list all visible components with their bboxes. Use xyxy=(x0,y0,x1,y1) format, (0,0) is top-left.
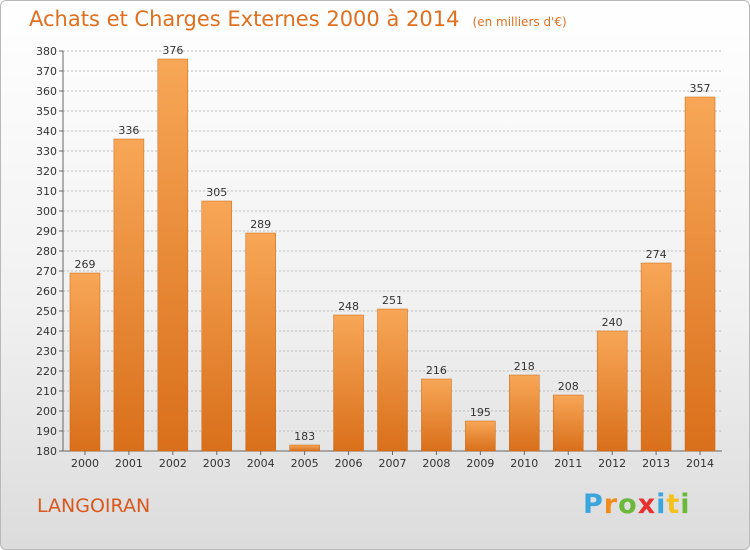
y-tick-label: 340 xyxy=(36,125,57,138)
bars xyxy=(69,58,716,452)
y-tick-label: 180 xyxy=(36,445,57,458)
bar xyxy=(377,308,408,452)
data-label: 336 xyxy=(118,124,139,137)
x-tick-label: 2007 xyxy=(379,457,407,470)
x-tick-label: 2012 xyxy=(598,457,626,470)
data-label: 274 xyxy=(646,248,667,261)
y-tick-label: 220 xyxy=(36,365,57,378)
chart-title-block: Achats et Charges Externes 2000 à 2014 (… xyxy=(29,7,567,31)
y-tick-label: 270 xyxy=(36,265,57,278)
y-tick-label: 360 xyxy=(36,85,57,98)
commune-name: LANGOIRAN xyxy=(37,495,151,517)
data-label: 305 xyxy=(206,186,227,199)
y-tick-label: 370 xyxy=(36,65,57,78)
x-tick-label: 2010 xyxy=(510,457,538,470)
y-tick-label: 240 xyxy=(36,325,57,338)
bar xyxy=(421,378,452,452)
chart-title: Achats et Charges Externes 2000 à 2014 xyxy=(29,7,460,31)
y-tick-label: 260 xyxy=(36,285,57,298)
proxiti-logo: Proxiti xyxy=(583,489,691,520)
y-tick-label: 230 xyxy=(36,345,57,358)
x-tick-label: 2004 xyxy=(247,457,275,470)
x-tick-label: 2000 xyxy=(71,457,99,470)
y-tick-label: 380 xyxy=(36,45,57,58)
x-tick-label: 2011 xyxy=(554,457,582,470)
y-tick-label: 330 xyxy=(36,145,57,158)
logo-letter: o xyxy=(618,489,638,520)
y-tick-label: 290 xyxy=(36,225,57,238)
x-tick-label: 2001 xyxy=(115,457,143,470)
bar xyxy=(552,394,584,452)
data-label: 208 xyxy=(558,380,579,393)
bar xyxy=(113,138,145,452)
logo-letter: i xyxy=(680,489,691,520)
x-tick-label: 2006 xyxy=(335,457,363,470)
data-label: 195 xyxy=(470,406,491,419)
bar xyxy=(596,330,628,452)
x-tick-label: 2005 xyxy=(291,457,319,470)
data-label: 248 xyxy=(338,300,359,313)
logo-letter: i xyxy=(656,489,667,520)
data-label: 357 xyxy=(690,82,711,95)
bar xyxy=(289,444,320,452)
logo-letter: t xyxy=(666,489,681,520)
y-tick-label: 320 xyxy=(36,165,57,178)
bar xyxy=(684,96,716,452)
y-tick-label: 310 xyxy=(36,185,57,198)
bar xyxy=(245,232,276,452)
chart-unit: (en milliers d'€) xyxy=(472,15,567,29)
x-tick-label: 2009 xyxy=(466,457,494,470)
y-tick-label: 350 xyxy=(36,105,57,118)
y-tick-label: 200 xyxy=(36,405,57,418)
logo-letter: r xyxy=(603,489,619,520)
data-label: 289 xyxy=(250,218,271,231)
bar xyxy=(509,374,540,452)
bar xyxy=(69,272,101,452)
bar xyxy=(157,58,189,452)
data-label: 183 xyxy=(294,430,315,443)
x-tick-label: 2002 xyxy=(159,457,187,470)
data-label: 251 xyxy=(382,294,403,307)
bar xyxy=(333,314,364,452)
data-label: 240 xyxy=(602,316,623,329)
bar xyxy=(640,262,672,452)
logo-letter: P xyxy=(583,489,604,520)
x-tick-label: 2003 xyxy=(203,457,231,470)
labels: 180 190 200 210 220 230 240 250 260 270 280 290 300 3… xyxy=(36,44,714,470)
logo-letter: x xyxy=(637,489,657,520)
x-tick-label: 2008 xyxy=(422,457,450,470)
data-label: 216 xyxy=(426,364,447,377)
y-tick-label: 190 xyxy=(36,425,57,438)
y-tick-label: 280 xyxy=(36,245,57,258)
y-tick-label: 250 xyxy=(36,305,57,318)
data-label: 218 xyxy=(514,360,535,373)
data-label: 376 xyxy=(162,44,183,57)
bar xyxy=(201,200,233,452)
y-tick-label: 300 xyxy=(36,205,57,218)
data-label: 269 xyxy=(74,258,95,271)
x-tick-label: 2014 xyxy=(686,457,714,470)
x-tick-label: 2013 xyxy=(642,457,670,470)
y-tick-label: 210 xyxy=(36,385,57,398)
bar xyxy=(465,420,496,452)
